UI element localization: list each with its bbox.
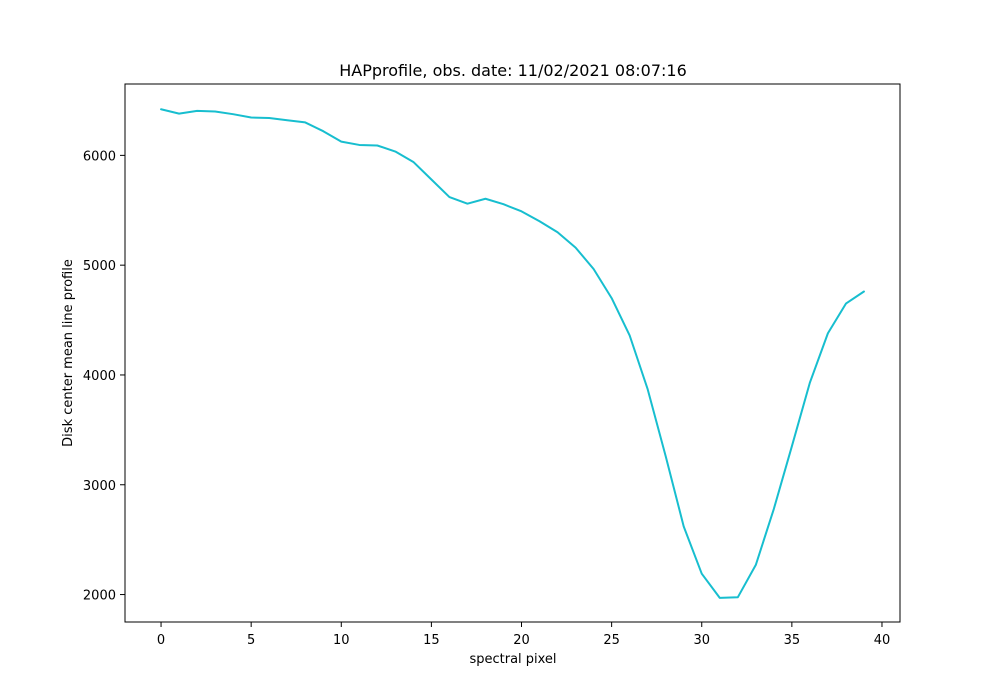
x-tick-label: 25 [603, 633, 620, 648]
plot-area-frame [124, 83, 901, 623]
x-tick-label: 5 [247, 633, 255, 648]
chart-title: HAPprofile, obs. date: 11/02/2021 08:07:… [339, 61, 687, 80]
y-axis-ticks: 2000 3000 4000 5000 6000 [83, 149, 125, 604]
series-line [160, 108, 865, 599]
y-tick-label: 4000 [83, 369, 116, 384]
x-tick-label: 15 [423, 633, 440, 648]
y-tick-label: 2000 [83, 589, 116, 604]
x-tick-label: 35 [784, 633, 801, 648]
x-axis-ticks: 0 5 10 15 20 25 30 35 40 [157, 622, 890, 648]
y-tick-label: 6000 [83, 149, 116, 164]
x-tick-label: 40 [874, 633, 891, 648]
y-tick-label: 3000 [83, 479, 116, 494]
y-axis-label: Disk center mean line profile [61, 259, 76, 447]
x-tick-label: 20 [513, 633, 530, 648]
x-tick-label: 10 [333, 633, 350, 648]
x-tick-label: 30 [693, 633, 710, 648]
x-axis-label: spectral pixel [469, 652, 556, 667]
y-tick-label: 5000 [83, 259, 116, 274]
x-tick-label: 0 [157, 633, 165, 648]
